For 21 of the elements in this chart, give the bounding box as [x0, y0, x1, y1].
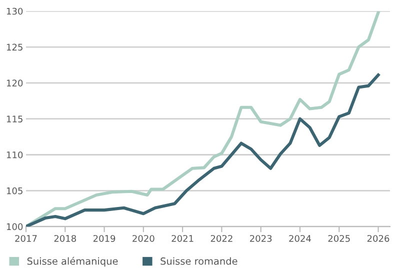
x-tick-label: 2026 [367, 235, 390, 242]
y-tick-label: 110 [6, 151, 23, 158]
line-series [26, 74, 380, 227]
x-tick-label: 2020 [132, 235, 154, 242]
legend-label: Suisse alémanique [27, 256, 118, 267]
x-tick-label: 2017 [15, 235, 37, 242]
y-tick-label: 100 [6, 223, 23, 230]
x-tick-label: 2023 [250, 235, 272, 242]
x-tick-label: 2018 [54, 235, 76, 242]
x-tick-label: 2019 [93, 235, 116, 242]
x-tick-label: 2025 [328, 235, 350, 242]
y-tick-label: 125 [6, 44, 22, 51]
line-series [26, 11, 380, 227]
x-tick-label: 2021 [172, 235, 194, 242]
y-tick-label: 115 [6, 116, 22, 122]
x-tick-label: 2022 [210, 235, 232, 242]
legend-label: Suisse romande [160, 257, 238, 265]
x-tick-label: 2024 [289, 235, 311, 242]
y-tick-label: 120 [6, 80, 23, 86]
y-tick-label: 105 [6, 187, 22, 194]
y-tick-label: 130 [6, 8, 23, 15]
